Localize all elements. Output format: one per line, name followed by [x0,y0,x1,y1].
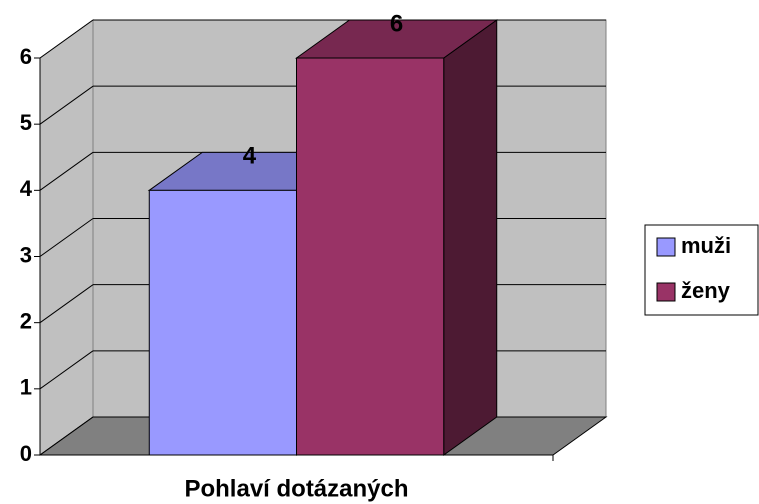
grid-line [39,85,94,125]
legend-label: muži [681,233,731,258]
grid-line [39,416,94,456]
y-tick-label: 6 [20,44,32,69]
y-tick-label: 0 [20,441,32,466]
x-tick-label: Pohlaví dotázaných [184,475,408,502]
bar-side [443,19,498,456]
legend-label: ženy [681,278,731,303]
grid-line [39,151,94,191]
grid-line [39,350,94,390]
bar [148,189,297,456]
data-label: 6 [390,10,403,37]
y-tick-label: 4 [20,176,33,201]
y-tick-label: 5 [20,110,32,135]
grid-line [39,19,94,59]
grid-line [39,284,94,324]
bar [296,57,445,456]
grid-line [39,218,94,257]
data-label: 4 [243,143,257,170]
y-tick-label: 1 [20,375,32,400]
y-tick-label: 3 [20,242,32,267]
legend-swatch [656,237,676,257]
y-tick-label: 2 [20,308,32,333]
legend-swatch [656,282,676,302]
